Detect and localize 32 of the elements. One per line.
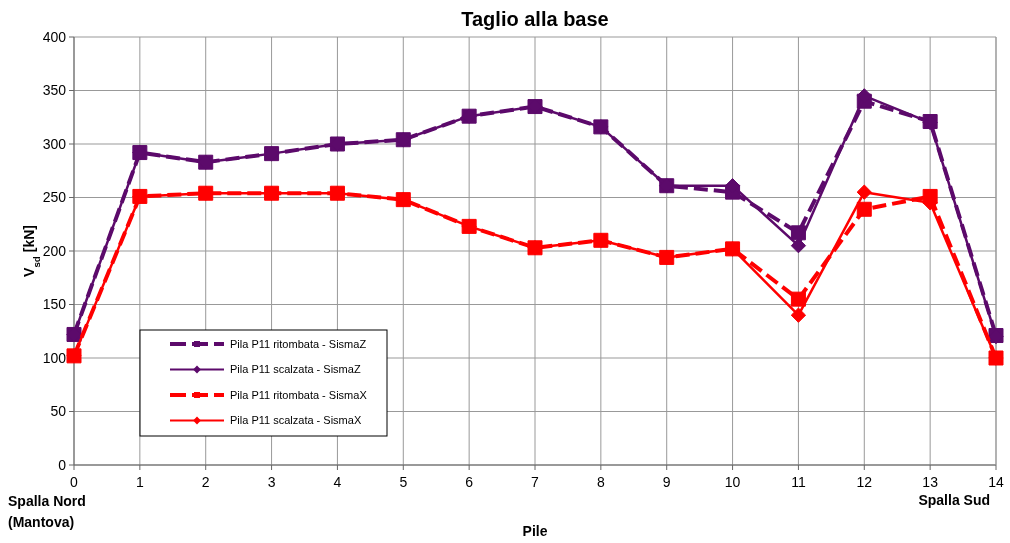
legend-label: Pila P11 ritombata - SismaX: [230, 388, 368, 401]
x-tick-label: 2: [201, 474, 210, 490]
x-tick-label: 9: [662, 474, 671, 490]
y-tick-label: 50: [50, 403, 67, 420]
x-tick-label: 6: [465, 474, 474, 490]
y-tick-label: 100: [42, 349, 67, 366]
y-tick-label: 400: [42, 28, 67, 45]
y-tick-label: 0: [58, 456, 67, 473]
y-tick-label: 300: [42, 135, 67, 152]
y-tick-label: 350: [42, 82, 67, 99]
legend-label: Pila P11 scalzata - SismaZ: [230, 363, 361, 376]
x-tick-label: 5: [399, 474, 408, 490]
y-tick-label: 200: [42, 242, 67, 259]
x-tick-label: 14: [988, 474, 1004, 490]
x-tick-label: 3: [267, 474, 276, 490]
chart-title: Taglio alla base: [461, 8, 609, 30]
text: Spalla Sud: [918, 492, 990, 508]
y-tick-label: 250: [42, 189, 67, 206]
x-tick-label: 4: [333, 474, 342, 490]
x-tick-label: 7: [531, 474, 540, 490]
x-tick-label: 10: [724, 474, 741, 490]
x-tick-label: 12: [856, 474, 873, 490]
legend-label: Pila P11 ritombata - SismaZ: [230, 337, 367, 350]
x-tick-label: 0: [70, 474, 79, 490]
x-tick-label: 11: [791, 474, 806, 490]
x-axis-title: Pile: [522, 523, 548, 539]
text: Spalla Nord (Mantova): [8, 493, 86, 530]
y-tick-label: 150: [42, 296, 67, 313]
legend-label: Pila P11 scalzata - SismaX: [230, 414, 362, 427]
x-tick-label: 13: [922, 474, 939, 490]
x-tick-label: 1: [135, 474, 144, 490]
x-tick-label: 8: [596, 474, 605, 490]
